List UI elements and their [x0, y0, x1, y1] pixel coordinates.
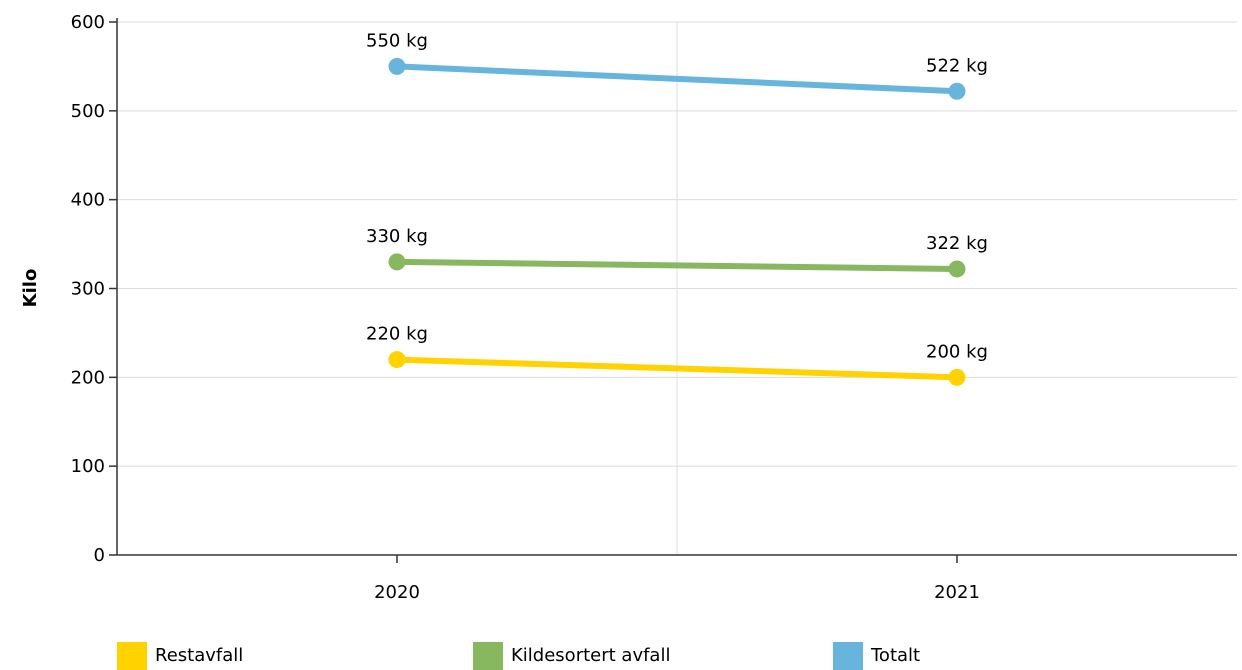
series-kildesortert-avfall: 330 kg 322 kg — [366, 226, 988, 278]
y-tick-label: 600 — [71, 12, 105, 33]
y-axis-title: Kilo — [20, 269, 41, 308]
data-label: 200 kg — [926, 341, 988, 362]
y-tick-label: 500 — [71, 101, 105, 122]
data-point — [388, 57, 406, 75]
data-point — [948, 368, 966, 386]
y-tick-label: 400 — [71, 190, 105, 211]
data-point — [388, 351, 406, 369]
series-restavfall: 220 kg 200 kg — [366, 324, 988, 386]
x-axis-ticks: 2020 2021 — [374, 555, 980, 603]
legend-item: Restavfall — [117, 642, 243, 670]
legend-item: Kildesortert avfall — [473, 642, 670, 670]
y-tick-label: 200 — [71, 367, 105, 388]
y-tick-label: 300 — [71, 279, 105, 300]
data-point — [948, 82, 966, 100]
legend-swatch — [473, 642, 503, 670]
series-line — [394, 258, 960, 272]
y-axis-ticks: 0 100 200 300 400 500 600 — [71, 12, 117, 566]
grid-lines — [117, 21, 1237, 555]
x-tick-label: 2020 — [374, 582, 420, 603]
data-point — [388, 253, 406, 271]
legend: Restavfall Kildesortert avfall Totalt — [117, 642, 1237, 670]
legend-swatch — [117, 642, 147, 670]
series-totalt: 550 kg 522 kg — [366, 30, 988, 100]
y-tick-label: 0 — [94, 545, 105, 566]
series-line — [394, 356, 960, 381]
series-line — [394, 63, 960, 95]
legend-label: Kildesortert avfall — [511, 645, 671, 666]
legend-label: Totalt — [871, 645, 921, 666]
legend-item: Totalt — [833, 642, 920, 670]
line-chart: 0 100 200 300 400 500 600 2020 2021 Kilo 220 kg… — [20, 12, 1237, 603]
data-label: 330 kg — [366, 226, 428, 247]
data-label: 522 kg — [926, 55, 988, 76]
x-tick-label: 2021 — [934, 582, 980, 603]
y-tick-label: 100 — [71, 456, 105, 477]
data-label: 322 kg — [926, 233, 988, 254]
data-point — [948, 260, 966, 278]
data-label: 220 kg — [366, 324, 428, 345]
legend-label: Restavfall — [155, 645, 244, 666]
data-label: 550 kg — [366, 30, 428, 51]
series-group: 220 kg 200 kg 330 kg 322 kg 550 kg 522 kg — [366, 30, 988, 386]
legend-swatch — [833, 642, 863, 670]
